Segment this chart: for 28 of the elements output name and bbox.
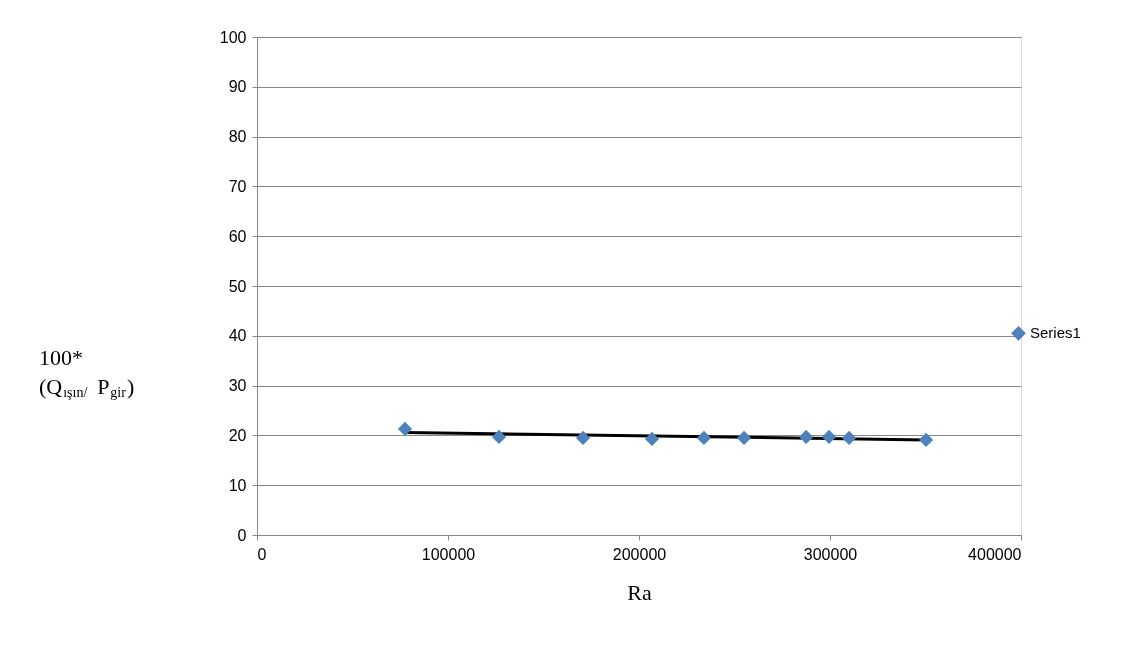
- x-axis-title: Ra: [627, 579, 652, 605]
- y-tick-label: 40: [228, 327, 247, 345]
- point: [799, 429, 814, 444]
- y-tick-label: 100: [219, 28, 247, 46]
- x-tick-label: 200000: [612, 545, 667, 563]
- x-tick-label: 0: [257, 545, 267, 563]
- point: [491, 429, 507, 444]
- y-tick-label: 0: [237, 526, 247, 544]
- x-tick-label: 400000: [968, 545, 1022, 563]
- point: [644, 431, 660, 446]
- point: [575, 430, 591, 445]
- point: [842, 430, 857, 445]
- y-tick-label: 70: [228, 177, 247, 195]
- point: [919, 432, 934, 447]
- y-tick-label: 90: [228, 78, 247, 96]
- point: [821, 429, 837, 444]
- y-tick-label: 50: [228, 277, 247, 295]
- x-tick-label: 300000: [803, 545, 858, 563]
- point: [736, 430, 752, 445]
- legend-label: Series1: [1030, 324, 1081, 342]
- point: [397, 421, 413, 436]
- point: [696, 430, 712, 445]
- y-tick-label: 30: [228, 377, 247, 395]
- y-tick-label: 20: [228, 426, 247, 444]
- y-tick-label: 60: [228, 227, 247, 245]
- x-tick-label: 100000: [421, 545, 476, 563]
- y-tick-label: 10: [228, 476, 247, 494]
- y-tick-label: 80: [228, 128, 247, 146]
